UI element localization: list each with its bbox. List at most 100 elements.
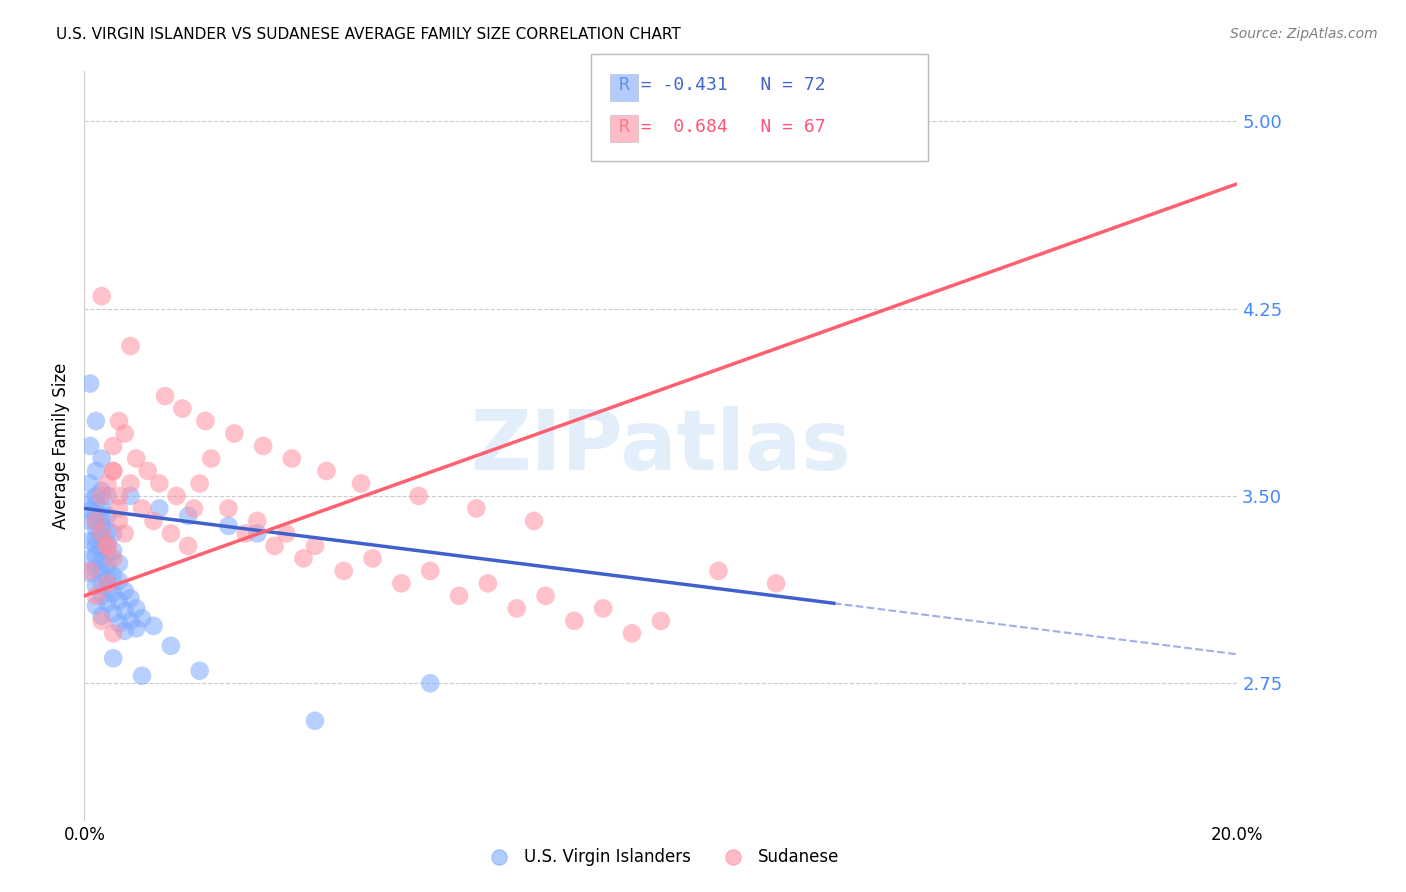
- Point: [449, 589, 471, 603]
- Point: [218, 519, 240, 533]
- Point: [188, 476, 211, 491]
- Point: [90, 451, 112, 466]
- Point: [136, 464, 159, 478]
- Point: [79, 376, 101, 391]
- Point: [96, 489, 118, 503]
- Point: [650, 614, 672, 628]
- Point: [534, 589, 557, 603]
- Y-axis label: Average Family Size: Average Family Size: [52, 363, 70, 529]
- Point: [79, 564, 101, 578]
- Point: [350, 476, 373, 491]
- Point: [90, 519, 112, 533]
- Point: [96, 582, 118, 596]
- Text: R = -0.431   N = 72: R = -0.431 N = 72: [619, 76, 825, 94]
- Point: [96, 596, 118, 610]
- Point: [506, 601, 529, 615]
- Point: [523, 514, 546, 528]
- Point: [79, 514, 101, 528]
- Point: [84, 496, 107, 510]
- Point: [120, 489, 142, 503]
- Point: [96, 536, 118, 550]
- Point: [114, 583, 136, 598]
- Point: [96, 546, 118, 560]
- Point: [177, 539, 200, 553]
- Point: [103, 464, 124, 478]
- Point: [419, 564, 441, 578]
- Point: [84, 539, 107, 553]
- Point: [131, 611, 153, 625]
- Point: [103, 651, 124, 665]
- Point: [90, 529, 112, 543]
- Point: [465, 501, 488, 516]
- Point: [103, 607, 124, 621]
- Point: [125, 601, 148, 615]
- Point: [108, 574, 131, 588]
- Point: [90, 511, 112, 525]
- Point: [166, 489, 188, 503]
- Point: [592, 601, 614, 615]
- Point: [153, 389, 176, 403]
- Point: [96, 576, 118, 591]
- Point: [108, 489, 131, 503]
- Point: [304, 539, 326, 553]
- Point: [142, 619, 165, 633]
- Point: [79, 566, 101, 581]
- Point: [276, 526, 298, 541]
- Point: [246, 526, 269, 541]
- Point: [79, 504, 101, 518]
- Point: [79, 476, 101, 491]
- Point: [218, 501, 240, 516]
- Point: [391, 576, 413, 591]
- Point: [103, 569, 124, 583]
- Point: [84, 579, 107, 593]
- Point: [224, 426, 246, 441]
- Legend: U.S. Virgin Islanders, Sudanese: U.S. Virgin Islanders, Sudanese: [475, 841, 846, 872]
- Point: [292, 551, 315, 566]
- Point: [108, 557, 131, 571]
- Point: [200, 451, 222, 466]
- Text: Source: ZipAtlas.com: Source: ZipAtlas.com: [1230, 27, 1378, 41]
- Point: [103, 551, 124, 566]
- Point: [108, 594, 131, 608]
- Point: [84, 521, 107, 535]
- Point: [103, 544, 124, 558]
- Point: [114, 624, 136, 638]
- Point: [96, 508, 118, 523]
- Point: [263, 539, 285, 553]
- Point: [194, 414, 217, 428]
- Point: [103, 464, 124, 478]
- Point: [315, 464, 337, 478]
- Point: [131, 501, 153, 516]
- Point: [142, 514, 165, 528]
- Point: [188, 664, 211, 678]
- Point: [84, 464, 107, 478]
- Point: [304, 714, 326, 728]
- Point: [103, 626, 124, 640]
- Point: [120, 591, 142, 606]
- Point: [90, 589, 112, 603]
- Point: [84, 589, 107, 603]
- Point: [90, 554, 112, 568]
- Point: [90, 541, 112, 556]
- Point: [79, 533, 101, 548]
- Point: [96, 558, 118, 573]
- Point: [96, 571, 118, 585]
- Point: [84, 532, 107, 546]
- Point: [90, 614, 112, 628]
- Point: [84, 514, 107, 528]
- Point: [84, 414, 107, 428]
- Point: [148, 476, 170, 491]
- Point: [90, 489, 112, 503]
- Point: [96, 539, 118, 553]
- Point: [108, 414, 131, 428]
- Text: R =  0.684   N = 67: R = 0.684 N = 67: [619, 118, 825, 136]
- Point: [477, 576, 499, 591]
- Point: [103, 586, 124, 600]
- Point: [114, 604, 136, 618]
- Point: [108, 616, 131, 631]
- Point: [90, 576, 112, 591]
- Point: [131, 669, 153, 683]
- Point: [172, 401, 194, 416]
- Point: [90, 501, 112, 516]
- Point: [235, 526, 257, 541]
